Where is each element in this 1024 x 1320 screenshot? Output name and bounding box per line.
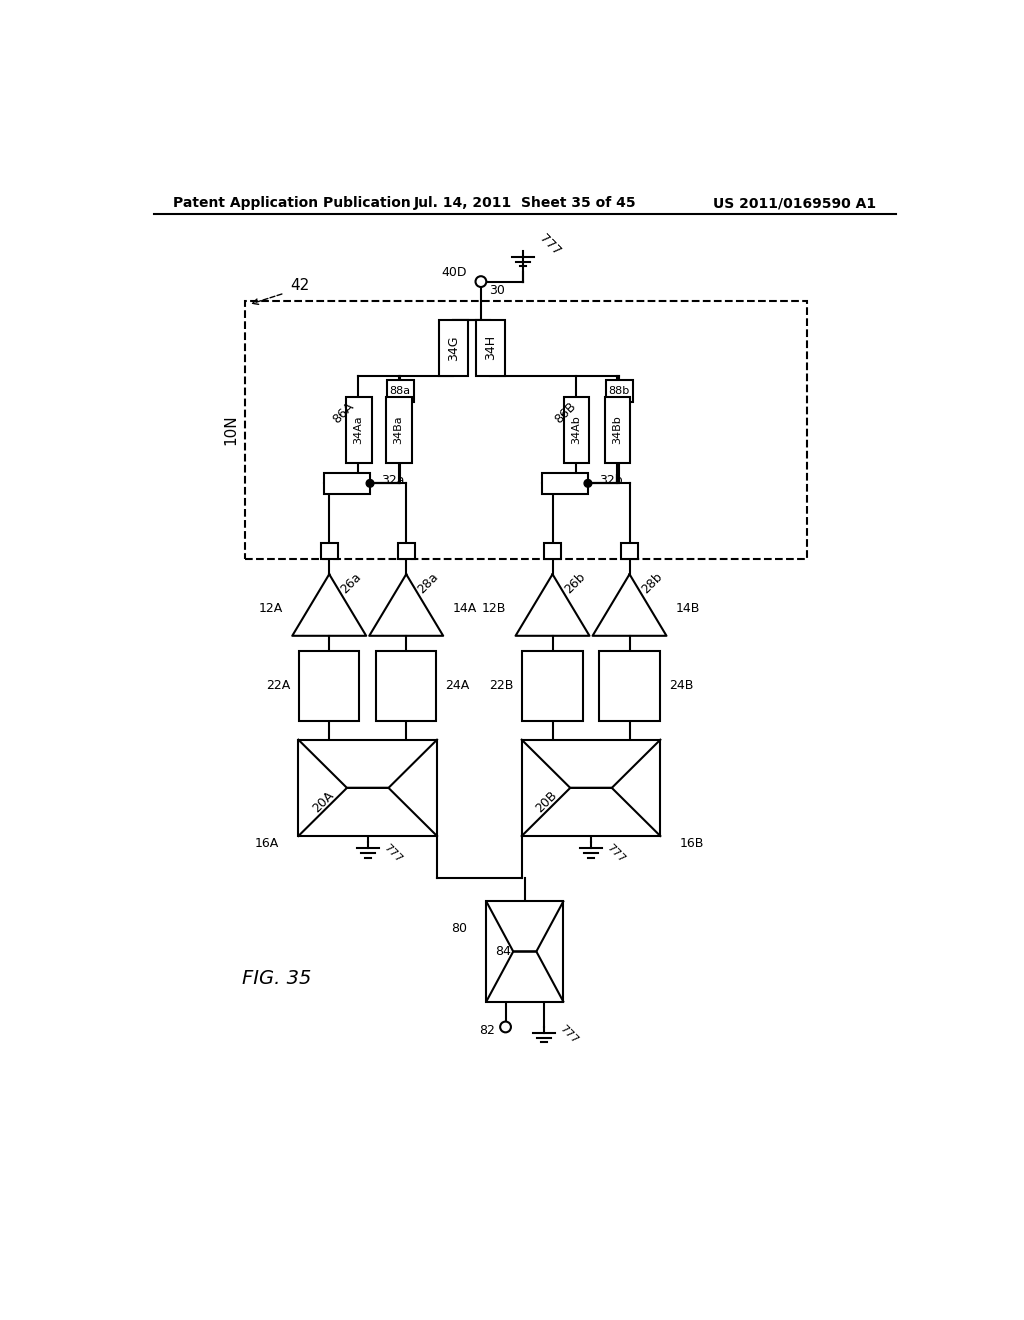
Text: 28b: 28b [639, 570, 665, 597]
Text: 26b: 26b [562, 570, 588, 597]
Bar [605, 397, 631, 462]
Text: 24B: 24B [669, 680, 693, 693]
Bar [605, 380, 633, 401]
Circle shape [500, 1022, 511, 1032]
Bar [376, 651, 436, 721]
Text: 30: 30 [488, 284, 505, 297]
Circle shape [367, 479, 374, 487]
Text: US 2011/0169590 A1: US 2011/0169590 A1 [713, 197, 876, 210]
Bar [397, 544, 415, 558]
Text: 777: 777 [382, 842, 403, 865]
Text: 26a: 26a [339, 570, 365, 597]
Bar [321, 544, 338, 558]
Text: 22B: 22B [488, 680, 513, 693]
Bar [386, 397, 412, 462]
Text: 32a: 32a [381, 474, 404, 487]
Text: 88a: 88a [389, 385, 411, 396]
Text: 34G: 34G [446, 335, 460, 360]
Text: 80: 80 [451, 921, 467, 935]
Text: 24A: 24A [445, 680, 470, 693]
Circle shape [475, 276, 486, 286]
Text: 40D: 40D [441, 265, 467, 279]
Text: 20A: 20A [310, 789, 337, 816]
Text: 10N: 10N [223, 414, 239, 445]
Text: FIG. 35: FIG. 35 [243, 969, 311, 987]
Text: 86B: 86B [552, 399, 579, 426]
Text: 34H: 34H [483, 335, 497, 360]
Text: 32b: 32b [599, 474, 623, 487]
Bar [564, 397, 590, 462]
Text: 777: 777 [605, 842, 627, 865]
Text: 34Aa: 34Aa [353, 414, 364, 444]
Text: 28a: 28a [416, 570, 441, 597]
Text: 86A: 86A [330, 399, 356, 426]
Text: Patent Application Publication: Patent Application Publication [173, 197, 411, 210]
Bar [522, 651, 583, 721]
Text: 777: 777 [538, 231, 563, 257]
Bar [521, 739, 660, 836]
Bar [542, 473, 588, 494]
Bar [298, 739, 437, 836]
Text: 12B: 12B [482, 602, 506, 615]
Text: 14B: 14B [676, 602, 700, 615]
Text: 88b: 88b [608, 385, 630, 396]
Text: Jul. 14, 2011  Sheet 35 of 45: Jul. 14, 2011 Sheet 35 of 45 [414, 197, 636, 210]
Bar [486, 902, 563, 1002]
Bar [438, 321, 468, 376]
Bar [475, 321, 505, 376]
Bar [245, 301, 807, 558]
Bar [299, 651, 359, 721]
Bar [599, 651, 659, 721]
Text: 84: 84 [496, 945, 511, 958]
Text: 14A: 14A [453, 602, 476, 615]
Text: 34Ba: 34Ba [393, 414, 403, 444]
Text: 12A: 12A [259, 602, 283, 615]
Text: 777: 777 [558, 1023, 580, 1045]
Text: 82: 82 [479, 1023, 495, 1036]
Bar [346, 397, 372, 462]
Bar [324, 473, 370, 494]
Circle shape [584, 479, 592, 487]
Text: 42: 42 [291, 279, 309, 293]
Text: 16B: 16B [680, 837, 703, 850]
Text: 22A: 22A [265, 680, 290, 693]
Text: 34Ab: 34Ab [571, 414, 582, 444]
Bar [621, 544, 638, 558]
Bar [387, 380, 414, 401]
Text: 16A: 16A [255, 837, 280, 850]
Text: 34Bb: 34Bb [612, 414, 623, 444]
Text: 20B: 20B [534, 789, 560, 816]
Bar [544, 544, 561, 558]
